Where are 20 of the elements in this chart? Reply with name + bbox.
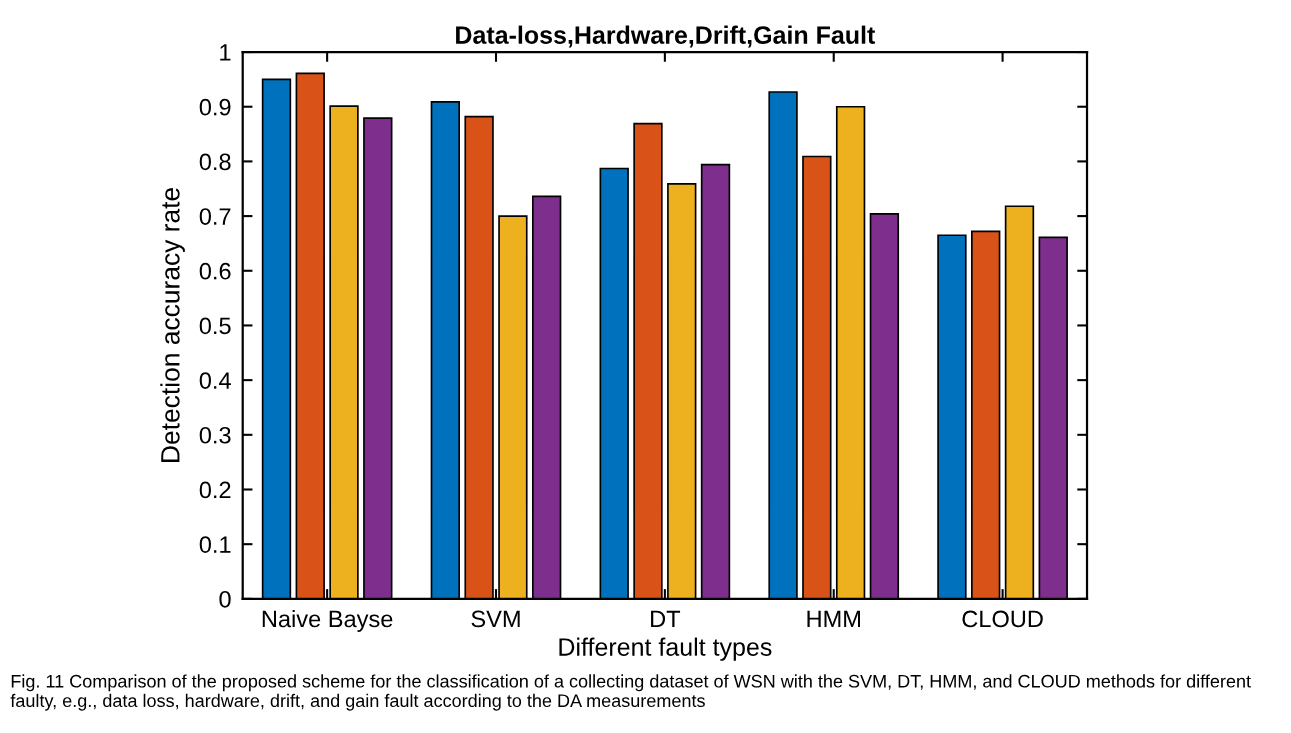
y-tick-label: 0.2	[199, 481, 231, 499]
y-axis-title: Detection accuracy rate	[160, 188, 185, 462]
y-tick-label: 1	[220, 44, 231, 61]
x-tick-label: CLOUD	[962, 610, 1043, 628]
y-tick-label: 0	[219, 590, 231, 608]
y-tick-label: 0.4	[199, 372, 231, 389]
x-tick-label: DT	[651, 610, 681, 628]
y-tick-label: 0.1	[199, 536, 231, 553]
x-tick-label: HMM	[807, 610, 860, 628]
y-tick-label: 0.3	[199, 426, 231, 444]
x-tick-label: Naive Bayse	[262, 609, 393, 632]
y-tick-label: 0.6	[199, 262, 231, 280]
chart-title: Data-loss,Hardware,Drift,Gain Fault	[456, 25, 876, 48]
x-axis-title: Different fault types	[559, 637, 772, 661]
caption: Fig. 11 Comparison of the proposed scheme for the classification of a collecting dataset of WSN with the SVM, DT, HMM, and CLOUD methods for different faulty, e.g., data loss, hardware, drift, and gain fault according to the DA measurements	[10, 674, 1251, 711]
y-tick-label: 0.7	[199, 208, 231, 225]
y-tick-label: 0.5	[199, 317, 231, 335]
y-tick-label: 0.8	[199, 153, 231, 171]
y-tick-label: 0.9	[199, 98, 231, 116]
x-tick-label: SVM	[471, 610, 520, 628]
